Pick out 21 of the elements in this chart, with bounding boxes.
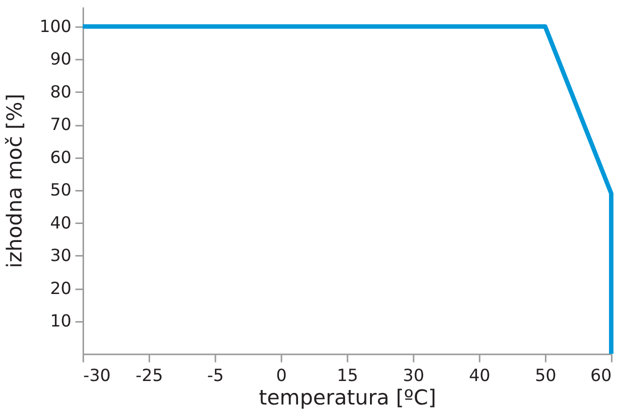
y-tick-label: 90 <box>50 48 72 69</box>
y-tick-label: 10 <box>50 310 72 331</box>
y-tick-label: 80 <box>50 81 72 102</box>
y-tick-label: 20 <box>50 278 72 298</box>
y-tick-label: 60 <box>50 146 72 167</box>
x-tick-label: 60 <box>590 365 612 386</box>
y-axis-title: izhodna moč [%] <box>2 94 27 268</box>
y-tick-label: 70 <box>50 114 72 134</box>
x-tick-label: 30 <box>402 365 424 386</box>
x-tick-label: -25 <box>136 365 164 386</box>
y-tick-label: 50 <box>50 180 72 200</box>
y-tick-label: 30 <box>50 245 72 266</box>
y-tick-label: 100 <box>39 16 72 36</box>
x-tick-label: -5 <box>207 365 224 386</box>
x-tick-label: 40 <box>468 365 490 386</box>
x-tick-label: 50 <box>535 365 556 386</box>
x-tick-label: 0 <box>276 365 287 386</box>
x-axis-title: temperatura [ºC] <box>258 386 436 410</box>
x-tick-label: -30 <box>83 365 111 386</box>
y-tick-label: 40 <box>50 212 72 232</box>
x-tick-label: 15 <box>336 365 358 386</box>
